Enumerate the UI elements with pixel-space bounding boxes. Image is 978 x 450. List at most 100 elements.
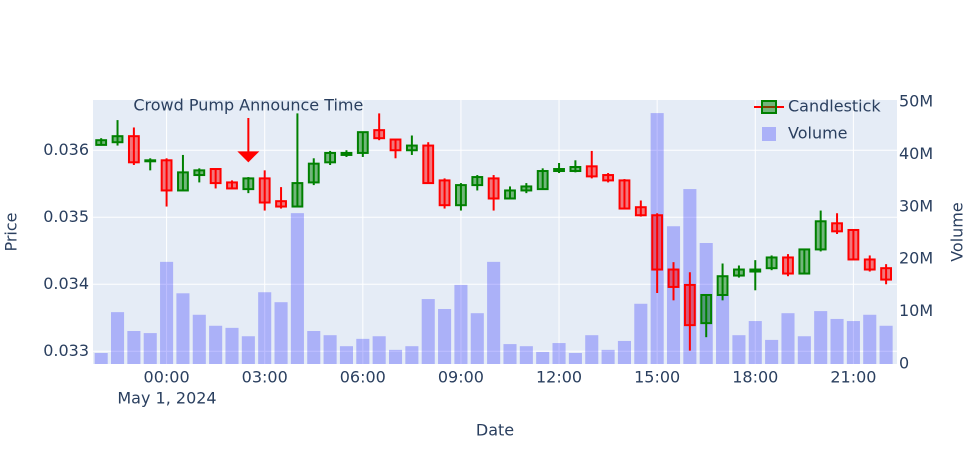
y2-tick-label: 0 bbox=[899, 354, 909, 373]
volume-bar bbox=[388, 349, 403, 364]
volume-bar bbox=[748, 321, 762, 364]
candle-body bbox=[471, 176, 484, 187]
annotation-text: Crowd Pump Announce Time bbox=[133, 96, 363, 115]
candle-body bbox=[111, 135, 124, 144]
candle-body bbox=[144, 159, 157, 163]
volume-bar bbox=[438, 309, 452, 364]
candle-body bbox=[863, 258, 876, 271]
candle-body bbox=[373, 129, 386, 140]
candle-body bbox=[438, 179, 451, 207]
candle-body bbox=[504, 189, 516, 200]
x-tick-label: 21:00 bbox=[830, 368, 876, 387]
candle-body bbox=[847, 228, 860, 261]
candle-body bbox=[275, 200, 287, 208]
candle-body bbox=[683, 283, 696, 327]
candle-body bbox=[209, 168, 222, 185]
volume-bar bbox=[503, 344, 517, 364]
candle-body bbox=[226, 181, 238, 190]
candle-body bbox=[193, 169, 206, 177]
volume-bar bbox=[601, 349, 615, 364]
candle-body bbox=[405, 144, 418, 152]
candle-body bbox=[749, 268, 762, 273]
x-axis-title: Date bbox=[476, 421, 514, 440]
volume-bar bbox=[617, 340, 631, 364]
volume-bar bbox=[356, 338, 370, 364]
volume-bar bbox=[863, 314, 877, 364]
volume-bar bbox=[110, 312, 125, 364]
candle-body bbox=[520, 185, 533, 192]
y-tick-label: 0.033 bbox=[43, 341, 89, 360]
volume-bar bbox=[536, 351, 550, 364]
x-tick-label: 18:00 bbox=[732, 368, 778, 387]
x-date-label: May 1, 2024 bbox=[117, 389, 216, 408]
volume-bar bbox=[94, 353, 108, 364]
volume-bar bbox=[716, 295, 730, 364]
y-tick-label: 0.034 bbox=[43, 274, 89, 293]
volume-bar bbox=[814, 311, 828, 364]
volume-bar bbox=[421, 299, 435, 364]
volume-bar bbox=[258, 292, 272, 364]
y-tick-label: 0.035 bbox=[43, 207, 89, 226]
candle-body bbox=[536, 170, 549, 191]
candle-body bbox=[356, 131, 369, 154]
volume-bar bbox=[454, 284, 468, 364]
volume-bar bbox=[568, 353, 582, 364]
x-tick-label: 15:00 bbox=[634, 368, 680, 387]
candle-body bbox=[422, 144, 435, 185]
y2-tick-label: 30M bbox=[899, 196, 933, 215]
volume-bar bbox=[176, 293, 190, 364]
candle-body bbox=[798, 248, 811, 275]
x-tick-label: 09:00 bbox=[438, 368, 484, 387]
volume-bar bbox=[879, 325, 893, 364]
candle-body bbox=[177, 171, 189, 192]
legend-swatch bbox=[761, 100, 777, 114]
candle-body bbox=[127, 135, 140, 164]
y2-tick-label: 20M bbox=[899, 249, 933, 268]
y2-tick-label: 50M bbox=[899, 92, 933, 111]
volume-bar bbox=[241, 336, 255, 364]
candle-body bbox=[585, 165, 598, 178]
y2-tick-label: 40M bbox=[899, 144, 933, 163]
x-tick-label: 06:00 bbox=[340, 368, 386, 387]
volume-bar bbox=[127, 331, 141, 364]
candle-body bbox=[258, 177, 271, 204]
volume-bar bbox=[307, 331, 321, 364]
y-tick-label: 0.036 bbox=[43, 140, 89, 159]
candle-body bbox=[242, 177, 255, 191]
legend-swatch bbox=[762, 127, 776, 141]
candle-body bbox=[569, 166, 582, 173]
candle-body bbox=[602, 174, 615, 182]
volume-bar bbox=[192, 314, 206, 364]
candle-body bbox=[667, 268, 680, 288]
volume-bar bbox=[634, 303, 648, 364]
volume-bar bbox=[274, 302, 288, 364]
volume-bar bbox=[846, 321, 860, 364]
volume-bar bbox=[339, 346, 354, 364]
candle-body bbox=[487, 177, 500, 200]
volume-bar bbox=[225, 327, 239, 364]
volume-bar bbox=[552, 343, 566, 364]
candle-body bbox=[831, 222, 843, 233]
legend-label: Candlestick bbox=[788, 97, 881, 116]
volume-bar bbox=[781, 313, 795, 364]
candle-body bbox=[553, 168, 565, 173]
volume-bar bbox=[323, 335, 337, 364]
candle-body bbox=[716, 275, 729, 296]
candle-body bbox=[291, 182, 304, 208]
candle-body bbox=[880, 267, 893, 281]
y-axis-title: Price bbox=[2, 212, 21, 251]
candle-body bbox=[651, 214, 664, 271]
candle-body bbox=[307, 162, 320, 184]
x-tick-label: 00:00 bbox=[144, 368, 190, 387]
y2-axis-title: Volume bbox=[948, 202, 967, 262]
candle-body bbox=[324, 151, 337, 164]
candle-body bbox=[814, 220, 827, 251]
candle-body bbox=[340, 151, 353, 156]
volume-bar bbox=[143, 333, 157, 364]
volume-bar bbox=[372, 336, 386, 364]
volume-bar bbox=[160, 261, 174, 364]
candle-body bbox=[700, 293, 713, 325]
legend-label: Volume bbox=[788, 124, 848, 143]
volume-bar bbox=[290, 213, 304, 364]
